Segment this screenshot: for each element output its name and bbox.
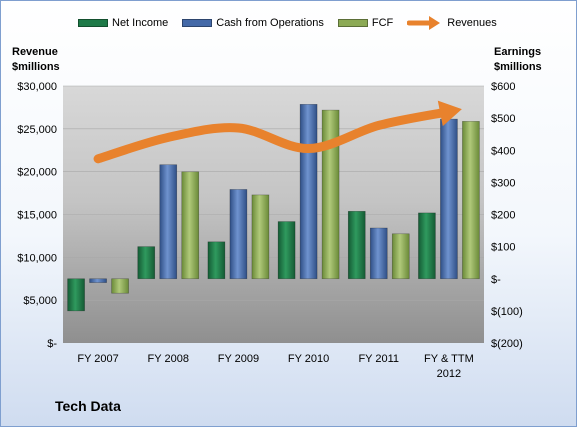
x-tick-label: FY 2007 xyxy=(77,353,118,365)
legend-label: Cash from Operations xyxy=(216,17,324,29)
cash-from-operations-bar xyxy=(440,118,458,280)
right-axis-title-line2: $millions xyxy=(494,61,542,73)
left-tick-label: $- xyxy=(47,338,57,350)
right-tick-label: $200 xyxy=(491,210,515,222)
net-income-bar xyxy=(418,212,436,280)
left-tick-label: $20,000 xyxy=(17,167,57,179)
cash-from-operations-bar xyxy=(89,278,107,283)
net-income-bar xyxy=(347,210,366,280)
net-income-bar xyxy=(67,278,85,312)
revenues-arrowhead xyxy=(437,100,462,127)
right-axis-title-line1: Earnings xyxy=(494,46,542,58)
right-axis-title: Earnings $millions xyxy=(494,45,542,75)
cash-from-operations-bar xyxy=(229,189,248,280)
fcf-bar xyxy=(181,171,200,280)
revenues-line xyxy=(93,107,454,164)
left-tick-label: $25,000 xyxy=(17,124,57,136)
right-tick-label: $400 xyxy=(491,145,515,157)
cash-from-operations-bar xyxy=(159,164,178,280)
legend-item: Cash from Operations xyxy=(182,16,324,30)
right-tick-label: $100 xyxy=(491,242,515,254)
net-income-bar xyxy=(137,246,156,280)
fcf-bar xyxy=(251,194,270,280)
left-axis-title-line2: $millions xyxy=(12,61,60,73)
legend-arrow-icon xyxy=(407,16,441,30)
x-tick-label: FY 2011 xyxy=(358,353,399,365)
cash-from-operations-bar xyxy=(369,227,388,280)
fcf-bar xyxy=(111,278,129,294)
x-tick-label: FY 2009 xyxy=(218,353,259,365)
legend-item: Net Income xyxy=(78,16,168,30)
left-tick-label: $30,000 xyxy=(17,81,57,93)
right-tick-label: $300 xyxy=(491,177,515,189)
legend-label: Revenues xyxy=(447,17,497,29)
chart-legend: Net Income Cash from Operations FCF Revenue… xyxy=(78,16,511,30)
left-axis-title: Revenue $millions xyxy=(12,45,60,75)
fcf-bar xyxy=(462,121,480,280)
legend-label: FCF xyxy=(371,17,394,29)
legend-swatch xyxy=(78,19,108,27)
x-tick-label: FY 2008 xyxy=(148,353,189,365)
left-tick-label: $10,000 xyxy=(17,252,57,264)
legend-label: Net Income xyxy=(112,17,169,29)
legend-swatch xyxy=(337,19,368,27)
cash-from-operations-bar xyxy=(299,104,318,280)
right-tick-label: $(200) xyxy=(491,338,523,350)
right-tick-label: $500 xyxy=(491,113,515,125)
right-tick-label: $600 xyxy=(491,81,515,93)
x-tick-label: 2012 xyxy=(437,368,461,380)
fcf-bar xyxy=(321,109,340,280)
fcf-bar xyxy=(391,233,410,280)
legend-swatch xyxy=(182,19,213,27)
net-income-bar xyxy=(277,221,296,280)
x-tick-label: FY & TTM xyxy=(424,353,474,365)
left-tick-label: $5,000 xyxy=(23,295,57,307)
net-income-bar xyxy=(207,241,226,280)
x-tick-label: FY 2010 xyxy=(288,353,329,365)
company-name: Tech Data xyxy=(55,398,121,414)
legend-item: Revenues xyxy=(407,16,497,30)
right-tick-label: $- xyxy=(491,274,501,286)
left-tick-label: $15,000 xyxy=(17,210,57,222)
left-axis-title-line1: Revenue xyxy=(12,46,58,58)
legend-item: FCF xyxy=(337,16,394,30)
right-tick-label: $(100) xyxy=(491,306,523,318)
